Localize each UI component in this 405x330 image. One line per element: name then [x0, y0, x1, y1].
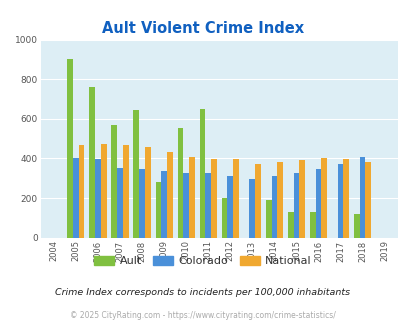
Bar	[166, 152, 172, 238]
Bar	[265, 200, 271, 238]
Bar	[89, 87, 95, 238]
Bar	[321, 158, 326, 238]
Bar	[359, 157, 364, 238]
Bar	[161, 171, 166, 238]
Bar	[364, 162, 370, 238]
Bar	[298, 160, 304, 238]
Bar	[309, 212, 315, 238]
Bar	[205, 173, 211, 238]
Bar	[100, 144, 106, 238]
Bar	[343, 159, 348, 238]
Bar	[67, 59, 73, 238]
Text: © 2025 CityRating.com - https://www.cityrating.com/crime-statistics/: © 2025 CityRating.com - https://www.city…	[70, 311, 335, 320]
Bar	[227, 176, 232, 238]
Bar	[189, 157, 194, 238]
Bar	[293, 173, 298, 238]
Bar	[177, 128, 183, 238]
Text: Crime Index corresponds to incidents per 100,000 inhabitants: Crime Index corresponds to incidents per…	[55, 287, 350, 297]
Bar	[271, 176, 277, 238]
Bar	[123, 145, 128, 238]
Bar	[211, 159, 216, 238]
Bar	[111, 125, 117, 238]
Bar	[183, 173, 189, 238]
Bar	[155, 182, 161, 238]
Bar	[95, 159, 100, 238]
Bar	[145, 147, 150, 238]
Bar	[73, 158, 79, 238]
Bar	[139, 169, 145, 238]
Bar	[117, 168, 123, 238]
Bar	[133, 110, 139, 238]
Bar	[199, 109, 205, 238]
Bar	[353, 214, 359, 238]
Bar	[255, 164, 260, 238]
Legend: Ault, Colorado, National: Ault, Colorado, National	[90, 251, 315, 271]
Bar	[277, 162, 282, 238]
Bar	[287, 212, 293, 238]
Bar	[232, 159, 238, 238]
Bar	[221, 198, 227, 238]
Text: Ault Violent Crime Index: Ault Violent Crime Index	[102, 21, 303, 36]
Bar	[249, 179, 255, 238]
Bar	[315, 169, 321, 238]
Bar	[337, 164, 343, 238]
Bar	[79, 145, 84, 238]
